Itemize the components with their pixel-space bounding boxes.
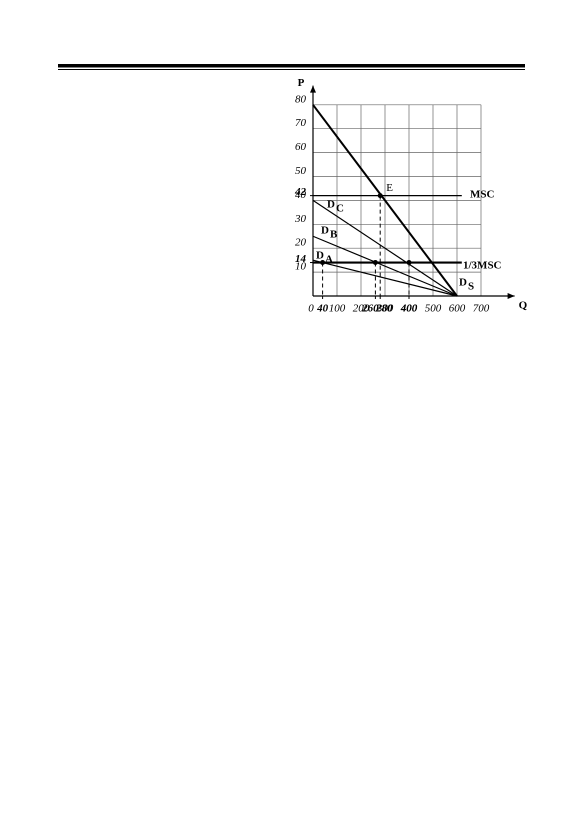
x-tick-label: 700 <box>473 303 490 315</box>
series-label: 1/3MSC <box>463 260 502 272</box>
y-tick-label: 10 <box>295 261 307 273</box>
header-rule-thin <box>58 69 525 70</box>
header-rule <box>58 64 525 68</box>
series-label-subscript: S <box>468 281 474 293</box>
series-label-subscript: C <box>336 203 344 215</box>
series-label: D <box>316 250 324 262</box>
y-tick-label: 40 <box>295 189 307 201</box>
x-axis-label: Q <box>519 300 528 312</box>
x-tick-label: 600 <box>449 303 466 315</box>
series-line <box>312 104 458 297</box>
series-label: MSC <box>470 189 495 201</box>
series-line <box>312 235 458 297</box>
chart: P Q 0 100 200 300 400 500 600 700 10 20 30 40 50 60 70 80… <box>294 77 528 314</box>
x-tick-label: 0 <box>308 303 314 315</box>
series-label: D <box>321 225 329 237</box>
point <box>372 260 378 266</box>
series-line <box>312 199 458 297</box>
x-tick-label-marked: 400 <box>400 303 418 315</box>
y-tick-label: 60 <box>295 141 307 153</box>
y-axis-label: P <box>298 77 305 89</box>
y-tick-label: 80 <box>295 93 307 105</box>
x-tick-label: 500 <box>425 303 442 315</box>
point <box>406 260 412 266</box>
series-label-subscript: B <box>330 229 338 241</box>
y-axis-arrow <box>310 85 316 93</box>
x-tick-label-marked: 40 <box>316 303 329 315</box>
x-tick-label: 300 <box>376 303 394 315</box>
x-tick-label-marked: 280 <box>375 303 393 315</box>
point <box>377 193 383 199</box>
series-label-subscript: A <box>325 254 333 266</box>
point-label: E <box>386 182 393 194</box>
y-tick-label: 70 <box>295 117 307 129</box>
series-label: D <box>459 277 467 289</box>
y-tick-label-marked: 14 <box>295 253 307 265</box>
series-line <box>312 259 458 297</box>
y-tick-label: 30 <box>294 213 307 225</box>
x-tick-label-marked: 260 <box>361 303 379 315</box>
point <box>320 260 326 266</box>
y-tick-label: 20 <box>295 237 307 249</box>
x-axis-arrow <box>507 293 515 299</box>
x-tick-label: 400 <box>401 303 418 315</box>
series-label: D <box>327 199 335 211</box>
y-tick-label: 50 <box>295 165 307 177</box>
x-tick-label: 100 <box>329 303 346 315</box>
x-tick-label: 200 <box>353 303 370 315</box>
y-tick-label-marked: 42 <box>294 186 307 198</box>
